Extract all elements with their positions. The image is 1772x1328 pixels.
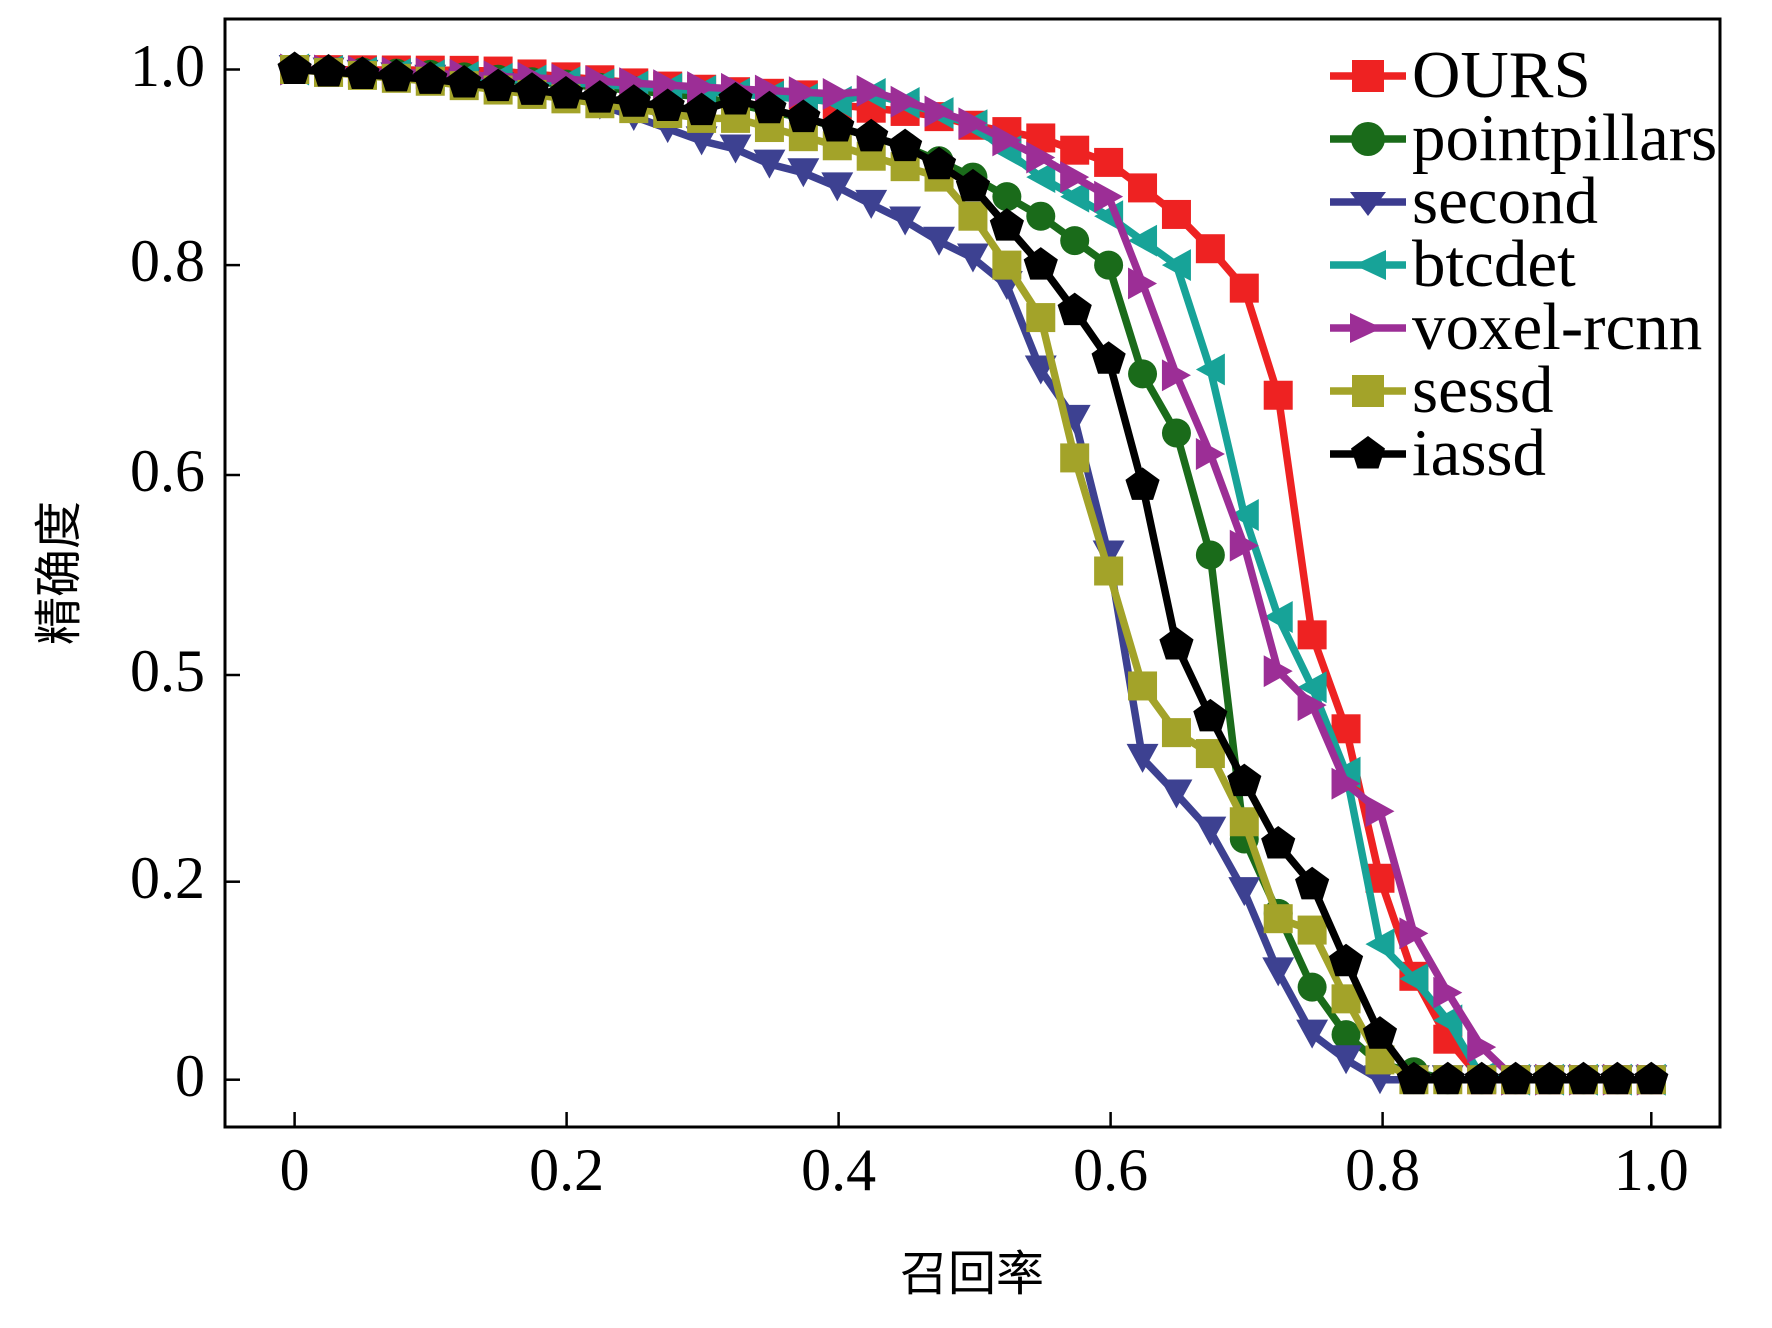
svg-text:1.0: 1.0 bbox=[1614, 1137, 1689, 1203]
svg-text:0.8: 0.8 bbox=[130, 228, 205, 294]
svg-text:0.5: 0.5 bbox=[130, 638, 205, 704]
svg-text:0.6: 0.6 bbox=[130, 438, 205, 504]
svg-text:0.2: 0.2 bbox=[529, 1137, 604, 1203]
svg-text:精确度: 精确度 bbox=[33, 501, 86, 645]
svg-text:1.0: 1.0 bbox=[130, 33, 205, 99]
svg-text:0.6: 0.6 bbox=[1073, 1137, 1148, 1203]
svg-text:iassd: iassd bbox=[1412, 416, 1546, 490]
svg-text:0.4: 0.4 bbox=[801, 1137, 876, 1203]
svg-text:召回率: 召回率 bbox=[900, 1248, 1044, 1301]
svg-text:0.2: 0.2 bbox=[130, 845, 205, 911]
svg-text:0.8: 0.8 bbox=[1345, 1137, 1420, 1203]
svg-text:0: 0 bbox=[175, 1043, 205, 1109]
svg-text:0: 0 bbox=[280, 1137, 310, 1203]
